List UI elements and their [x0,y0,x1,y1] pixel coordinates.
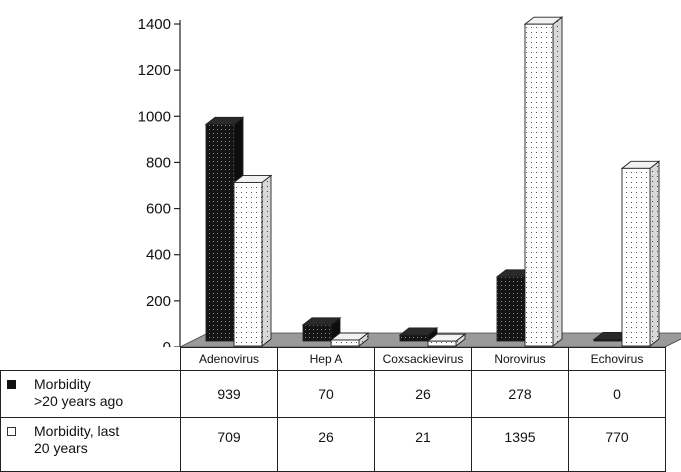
data-label: 21 [374,417,472,472]
table-row: Morbidity, last 20 years 709 26 21 1395 … [0,417,666,472]
legend-label: Morbidity, last 20 years [34,423,119,457]
category-label: Norovirus [471,347,569,371]
y-tick-label: 400 [146,247,171,264]
y-tick-label: 1200 [138,62,171,79]
legend-label-line: >20 years ago [34,393,124,409]
category-label: Adenovirus [180,347,278,371]
legend-swatch-dark [7,380,16,389]
data-label: 939 [180,370,278,418]
category-label: Echovirus [568,347,666,371]
data-table: Adenovirus Hep A Coxsackievirus Noroviru… [0,347,666,472]
category-label: Hep A [277,347,375,371]
y-tick-label: 200 [146,293,171,310]
data-label: 70 [277,370,375,418]
data-label: 26 [277,417,375,472]
bar-series-1 [398,327,439,342]
table-row: Morbidity >20 years ago 939 70 26 278 0 [0,370,666,418]
data-label: 770 [568,417,666,472]
data-label: 26 [374,370,472,418]
bar-series-2 [620,160,661,347]
legend-label-line: 20 years [34,440,88,456]
category-label: Coxsackievirus [374,347,472,371]
y-tick-label: 800 [146,154,171,171]
legend-entry-recent: Morbidity, last 20 years [0,417,181,472]
legend-swatch-light [7,427,16,436]
legend-label-line: Morbidity, last [34,423,120,439]
data-label: 278 [471,370,569,418]
data-label: 1395 [471,417,569,472]
bar-series-1 [301,316,342,342]
bar-chart: 0 200 400 600 800 1000 1200 1400 [138,16,681,347]
bar-series-2 [426,333,467,347]
y-tick-label: 0 [163,339,171,347]
y-tick-label: 1400 [138,16,171,33]
data-label: 0 [568,370,666,418]
y-tick-label: 1000 [138,108,171,125]
table-header-row: Adenovirus Hep A Coxsackievirus Noroviru… [0,347,666,371]
legend-label-line: Morbidity [34,376,91,392]
bar-series-2 [329,332,370,347]
y-tick-label: 600 [146,201,171,218]
bar-series-2 [523,16,564,347]
legend-label: Morbidity >20 years ago [34,376,123,410]
data-label: 709 [180,417,278,472]
table-corner [0,347,181,371]
legend-entry-older: Morbidity >20 years ago [0,370,181,418]
bar-series-2 [232,174,273,347]
